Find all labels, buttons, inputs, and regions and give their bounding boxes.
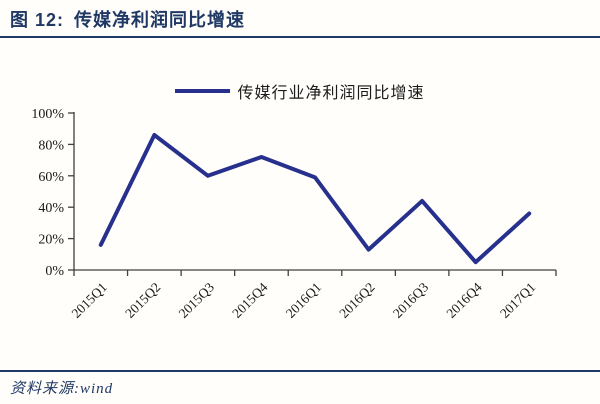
x-tick-label: 2015Q4 (229, 279, 271, 321)
y-tick-label: 40% (38, 201, 64, 216)
y-tick-label: 0% (45, 264, 64, 279)
source-note: 资料来源:wind (10, 381, 114, 397)
y-tick-label: 80% (38, 138, 64, 153)
x-tick-label: 2016Q4 (443, 279, 485, 321)
x-tick-label: 2016Q2 (336, 280, 377, 321)
x-tick-label: 2017Q1 (497, 280, 538, 321)
x-tick-label: 2016Q1 (283, 280, 324, 321)
legend-label: 传媒行业净利润同比增速 (237, 85, 425, 102)
series-line (98, 132, 532, 265)
y-tick-label: 60% (38, 170, 64, 185)
chart-legend: 传媒行业净利润同比增速 (0, 80, 600, 102)
line-chart: 0% 20% 40% 60% 80% 100% 2015Q1 2015Q2 2015Q3 2015… (31, 107, 557, 321)
figure-number-label: 图 12: (10, 10, 65, 30)
x-tick-label: 2016Q3 (390, 279, 432, 321)
x-tick-label: 2015Q1 (69, 280, 110, 321)
figure-title-text: 传媒净利润同比增速 (74, 10, 246, 30)
x-tick-label: 2015Q2 (122, 280, 163, 321)
y-tick-label: 20% (38, 233, 64, 248)
x-tick-label: 2015Q3 (176, 279, 218, 321)
y-tick-label: 100% (31, 107, 64, 122)
title-divider (0, 36, 600, 38)
legend-line-swatch (175, 89, 231, 93)
figure-title: 图 12: 传媒净利润同比增速 (10, 6, 590, 32)
footer-divider (0, 370, 600, 372)
